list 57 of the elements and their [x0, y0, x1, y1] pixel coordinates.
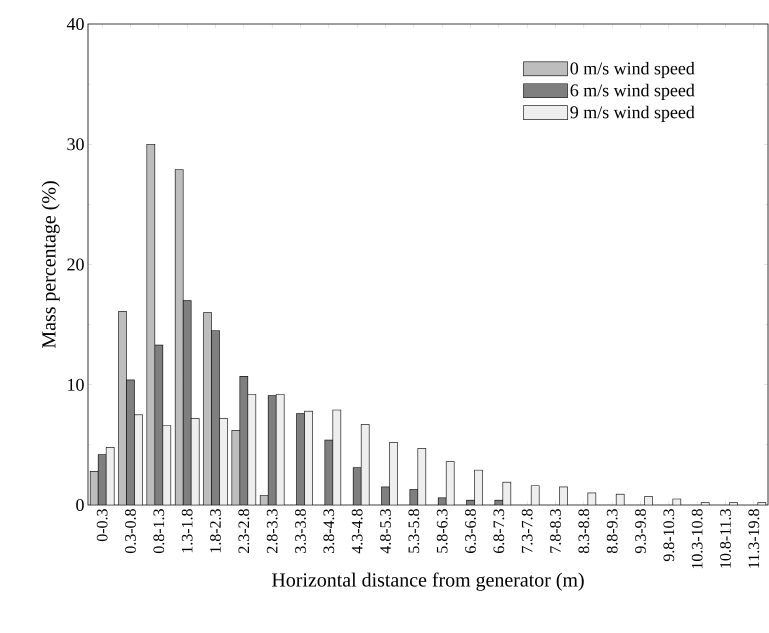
x-tick-label: 2.8-3.3 — [266, 509, 278, 553]
bar — [276, 394, 284, 505]
x-tick-label: 2.3-2.8 — [238, 509, 250, 553]
y-tick-label: 30 — [67, 138, 84, 150]
bar — [182, 300, 192, 505]
x-tick-label: 8.3-8.8 — [578, 509, 590, 554]
bar — [248, 394, 256, 505]
legend-label: 0 m/s wind speed — [570, 62, 695, 78]
y-tick-label: 20 — [67, 258, 84, 271]
x-tick-label: 6.8-7.3 — [493, 509, 504, 553]
y-tick-label: 40 — [66, 18, 84, 30]
x-tick-label: 3.3-3.8 — [295, 509, 306, 553]
bar — [530, 485, 540, 505]
bar — [410, 489, 418, 505]
bar — [332, 410, 342, 505]
bar — [324, 440, 334, 505]
x-tick-label: 8.8-9.3 — [606, 509, 618, 554]
bar — [446, 461, 454, 505]
bar — [352, 467, 362, 505]
bar — [146, 144, 156, 505]
bar — [98, 454, 106, 505]
bar — [162, 425, 172, 505]
y-tick-label: 10 — [68, 378, 84, 391]
x-tick-label: 4.3-4.8 — [352, 509, 363, 554]
bar — [190, 418, 200, 505]
x-tick-label: 5.8-6.3 — [436, 509, 448, 553]
bar — [502, 482, 512, 505]
x-tick-label: 9.8-10.3 — [663, 509, 674, 562]
bar — [268, 395, 276, 505]
bar — [106, 447, 114, 505]
bar — [174, 169, 184, 505]
x-tick-label: 3.8-4.3 — [323, 509, 334, 553]
bar — [418, 448, 426, 505]
x-tick-label: 10.3-10.8 — [692, 509, 703, 568]
x-tick-label: 6.3-6.8 — [465, 509, 476, 553]
bar — [154, 344, 164, 505]
x-tick-label: 7.8-8.3 — [550, 509, 561, 553]
x-tick-label: 5.3-5.8 — [408, 509, 420, 553]
x-axis-title: Horizontal distance from generator (m) — [272, 572, 584, 591]
bar — [360, 424, 370, 505]
legend-label: 9 m/s wind speed — [570, 106, 695, 122]
x-tick-label: 0-0.3 — [96, 509, 108, 542]
bar — [232, 430, 240, 505]
x-tick-label: 10.8-11.3 — [720, 509, 731, 568]
x-tick-label: 0.3-0.8 — [125, 509, 136, 554]
x-tick-label: 0.8-1.3 — [153, 509, 164, 554]
bar — [240, 376, 248, 505]
legend-label: 6 m/s wind speed — [570, 84, 695, 100]
bar — [90, 471, 98, 505]
x-tick-label: 4.8-5.3 — [380, 509, 391, 554]
x-tick-label: 1.8-2.3 — [210, 509, 221, 552]
x-tick-label: 9.3-9.8 — [635, 509, 646, 554]
x-tick-label: 11.3-19.8 — [748, 509, 760, 568]
x-tick-label: 1.3-1.8 — [182, 509, 193, 552]
y-axis-title: Mass percentage (%) — [42, 181, 60, 348]
y-tick-label: 0 — [76, 498, 84, 512]
x-tick-label: 7.3-7.8 — [522, 509, 533, 553]
